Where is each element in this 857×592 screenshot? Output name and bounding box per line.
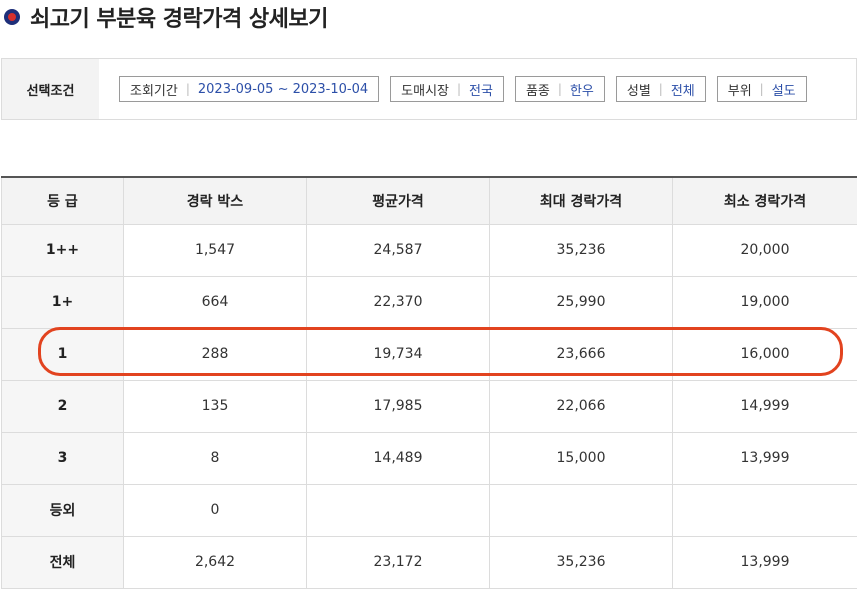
- max-cell: 25,990: [489, 275, 673, 329]
- chip-value: 한우: [569, 83, 594, 99]
- min-cell: 13,999: [672, 535, 857, 589]
- boxes-cell: 2,642: [123, 535, 307, 589]
- chip-part[interactable]: 부위 | 설도: [716, 76, 807, 102]
- avg-cell: 23,172: [306, 535, 490, 589]
- selection-conditions: 선택조건 조회기간 | 2023-09-05 ~ 2023-10-04 도매시장 | 전…: [1, 58, 857, 120]
- min-cell: 14,999: [672, 379, 857, 433]
- avg-cell: 22,370: [306, 275, 490, 329]
- chip-value: 2023-09-05 ~ 2023-10-04: [197, 81, 369, 97]
- min-cell: 19,000: [672, 275, 857, 329]
- grade-cell: 1+: [1, 275, 124, 329]
- min-cell: 16,000: [672, 327, 857, 381]
- boxes-cell: 135: [123, 379, 307, 433]
- avg-cell: 19,734: [306, 327, 490, 381]
- avg-cell: 14,489: [306, 431, 490, 485]
- grade-cell: 3: [1, 431, 124, 485]
- boxes-cell: 8: [123, 431, 307, 485]
- table-row: 등외 0: [1, 483, 857, 537]
- chip-value: 설도: [771, 83, 796, 99]
- table-row-total: 전체 2,642 23,172 35,236 13,999: [1, 535, 857, 589]
- chip-value: 전체: [670, 83, 695, 99]
- max-cell: 15,000: [489, 431, 673, 485]
- grade-cell: 1++: [1, 223, 124, 277]
- chip-divider: |: [457, 82, 462, 96]
- avg-cell: 24,587: [306, 223, 490, 277]
- min-cell: [672, 483, 857, 537]
- chip-divider: |: [557, 82, 562, 96]
- max-cell: 35,236: [489, 535, 673, 589]
- page-header: 쇠고기 부분육 경락가격 상세보기: [4, 2, 328, 32]
- grade-cell: 등외: [1, 483, 124, 537]
- avg-cell: [306, 483, 490, 537]
- chip-key: 품종: [525, 83, 550, 99]
- chip-key: 성별: [626, 83, 651, 99]
- boxes-cell: 1,547: [123, 223, 307, 277]
- chip-key: 부위: [727, 83, 752, 99]
- max-cell: 23,666: [489, 327, 673, 381]
- chip-divider: |: [759, 82, 764, 96]
- max-cell: 35,236: [489, 223, 673, 277]
- grade-cell: 2: [1, 379, 124, 433]
- bullet-icon: [4, 9, 20, 25]
- header-grade: 등 급: [1, 176, 124, 225]
- min-cell: 20,000: [672, 223, 857, 277]
- grade-cell: 전체: [1, 535, 124, 589]
- header-max-price: 최대 경락가격: [489, 176, 673, 225]
- boxes-cell: 288: [123, 327, 307, 381]
- chip-divider: |: [658, 82, 663, 96]
- chip-sex[interactable]: 성별 | 전체: [615, 76, 706, 102]
- header-boxes: 경락 박스: [123, 176, 307, 225]
- chip-market[interactable]: 도매시장 | 전국: [390, 76, 504, 102]
- boxes-cell: 664: [123, 275, 307, 329]
- chip-period[interactable]: 조회기간 | 2023-09-05 ~ 2023-10-04: [119, 76, 380, 102]
- table-row: 1++ 1,547 24,587 35,236 20,000: [1, 223, 857, 277]
- page-title: 쇠고기 부분육 경락가격 상세보기: [30, 7, 328, 32]
- avg-cell: 17,985: [306, 379, 490, 433]
- price-table: 등 급 경락 박스 평균가격 최대 경락가격 최소 경락가격 1++ 1,547…: [1, 176, 857, 589]
- grade-cell: 1: [1, 327, 124, 381]
- header-min-price: 최소 경락가격: [672, 176, 857, 225]
- min-cell: 13,999: [672, 431, 857, 485]
- table-header-row: 등 급 경락 박스 평균가격 최대 경락가격 최소 경락가격: [1, 176, 857, 225]
- chip-key: 조회기간: [130, 83, 178, 99]
- boxes-cell: 0: [123, 483, 307, 537]
- chip-divider: |: [185, 82, 190, 96]
- header-avg-price: 평균가격: [306, 176, 490, 225]
- table-row: 2 135 17,985 22,066 14,999: [1, 379, 857, 433]
- condition-chips: 조회기간 | 2023-09-05 ~ 2023-10-04 도매시장 | 전국 품종 |…: [99, 59, 807, 119]
- table-row-highlighted: 1 288 19,734 23,666 16,000: [1, 327, 857, 381]
- table-row: 3 8 14,489 15,000 13,999: [1, 431, 857, 485]
- chip-value: 전국: [469, 83, 493, 99]
- max-cell: 22,066: [489, 379, 673, 433]
- conditions-label: 선택조건: [2, 59, 99, 119]
- chip-key: 도매시장: [401, 83, 449, 99]
- max-cell: [489, 483, 673, 537]
- chip-breed[interactable]: 품종 | 한우: [514, 76, 605, 102]
- table-row: 1+ 664 22,370 25,990 19,000: [1, 275, 857, 329]
